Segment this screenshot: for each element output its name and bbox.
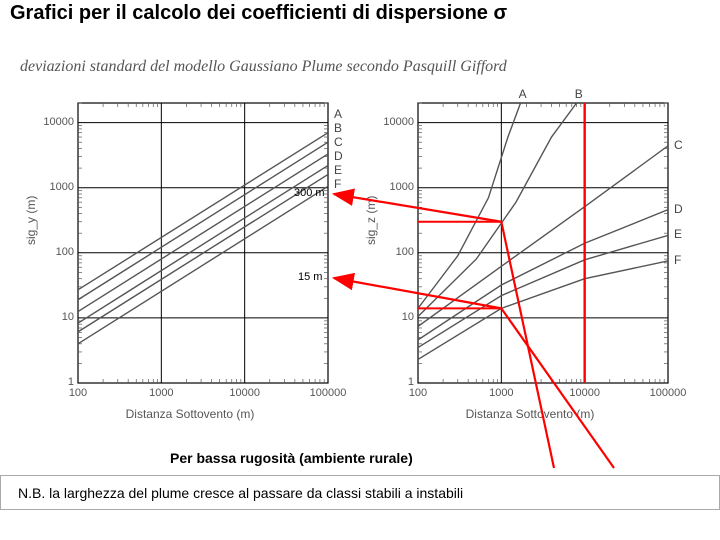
sigz-ylabel: sig_z (m): [364, 196, 378, 245]
category-label: E: [334, 163, 342, 177]
y-tick-label: 1000: [374, 181, 414, 193]
y-tick-label: 10000: [374, 116, 414, 128]
category-label: E: [674, 227, 682, 241]
category-label: D: [334, 149, 343, 163]
y-tick-label: 10: [374, 311, 414, 323]
page-subtitle: deviazioni standard del modello Gaussian…: [20, 58, 507, 76]
y-tick-label: 100: [34, 246, 74, 258]
category-label: D: [674, 202, 683, 216]
sigz-chart-svg: [370, 95, 690, 425]
annot-15m: 15 m: [298, 271, 322, 283]
category-label: B: [334, 121, 342, 135]
y-tick-label: 10: [34, 311, 74, 323]
y-tick-label: 1: [34, 376, 74, 388]
x-tick-label: 1000: [479, 387, 523, 399]
x-tick-label: 100: [56, 387, 100, 399]
sigy-xlabel: Distanza Sottovento (m): [30, 407, 350, 421]
category-label: F: [674, 253, 681, 267]
category-label: C: [334, 135, 343, 149]
x-tick-label: 10000: [563, 387, 607, 399]
x-tick-label: 100: [396, 387, 440, 399]
sigy-ylabel: sig_y (m): [24, 196, 38, 245]
x-tick-label: 1000: [139, 387, 183, 399]
rural-caption: Per bassa rugosità (ambiente rurale): [170, 450, 413, 466]
x-tick-label: 10000: [223, 387, 267, 399]
y-tick-label: 100: [374, 246, 414, 258]
note-text: N.B. la larghezza del plume cresce al pa…: [18, 485, 463, 501]
sigz-xlabel: Distanza Sottovento (m): [370, 407, 690, 421]
sigy-chart-svg: [30, 95, 350, 425]
category-label: C: [674, 138, 683, 152]
category-label: A: [334, 107, 342, 121]
category-label: B: [575, 87, 583, 101]
annot-300m: 300 m: [294, 187, 325, 199]
y-tick-label: 1: [374, 376, 414, 388]
sigy-chart: sig_y (m) Distanza Sottovento (m): [30, 95, 350, 425]
x-tick-label: 100000: [306, 387, 350, 399]
category-label: A: [519, 87, 527, 101]
page-title: Grafici per il calcolo dei coefficienti …: [10, 2, 507, 25]
category-label: F: [334, 177, 341, 191]
y-tick-label: 1000: [34, 181, 74, 193]
x-tick-label: 100000: [646, 387, 690, 399]
sigz-chart: sig_z (m) Distanza Sottovento (m): [370, 95, 690, 425]
y-tick-label: 10000: [34, 116, 74, 128]
